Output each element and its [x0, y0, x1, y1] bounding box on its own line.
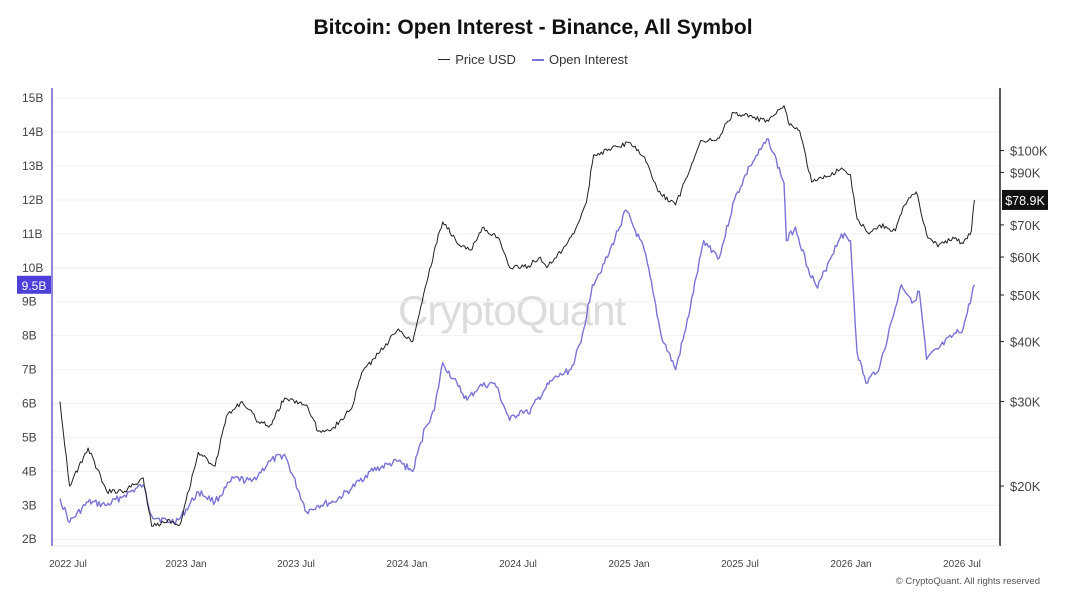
x-axis-tick-label: 2024 Jul: [499, 559, 537, 570]
copyright-notice: © CryptoQuant. All rights reserved: [895, 576, 1040, 587]
left-axis-tick-label: 6B: [22, 397, 37, 411]
left-axis-tick-label: 7B: [22, 363, 37, 377]
left-axis-tick-label: 4B: [22, 464, 37, 478]
x-axis-tick-label: 2023 Jan: [165, 559, 206, 570]
legend-label-open-interest: Open Interest: [548, 52, 628, 67]
left-axis-tick-label: 13B: [22, 159, 43, 173]
left-axis-tick-label: 8B: [22, 329, 37, 343]
x-axis-tick-label: 2026 Jul: [943, 559, 981, 570]
axis-labels: 2B 3B 4B 5B 6B 7B 8B 9B 10B 11B 12B 13B 14B 15B 2022 J…: [17, 91, 1048, 570]
current-price-label: $78.9K: [1005, 194, 1045, 208]
right-axis-tick-label: $90K: [1010, 166, 1041, 181]
x-axis-tick-label: 2022 Jul: [49, 559, 87, 570]
legend-label-price: Price USD: [455, 52, 516, 67]
right-axis-tick-label: $30K: [1010, 395, 1041, 410]
series-line-open-interest: [59, 138, 976, 525]
left-axis-tick-label: 5B: [22, 430, 37, 444]
axes: [51, 88, 1004, 547]
legend-swatch-price: [438, 59, 451, 60]
right-axis-tick-label: $60K: [1010, 250, 1041, 265]
left-axis-tick-label: 2B: [22, 532, 37, 546]
x-axis-tick-label: 2023 Jul: [277, 559, 315, 570]
left-axis-tick-label: 9B: [22, 295, 37, 309]
series-line-price: [59, 105, 975, 527]
x-axis-tick-label: 2025 Jul: [721, 559, 759, 570]
series-lines: [59, 105, 976, 527]
right-axis-tick-label: $50K: [1010, 288, 1041, 303]
right-axis-tick-label: $70K: [1010, 218, 1041, 233]
x-axis-tick-label: 2025 Jan: [608, 559, 649, 570]
left-axis-tick-label: 3B: [22, 498, 37, 512]
right-axis-tick-label: $40K: [1010, 335, 1041, 350]
grid-lines: [52, 97, 1000, 540]
right-axis-tick-label: $100K: [1010, 144, 1048, 159]
left-axis-tick-label: 15B: [22, 91, 43, 105]
watermark: CryptoQuant: [398, 287, 626, 334]
current-open-interest-label: 9.5B: [22, 279, 47, 293]
left-axis-tick-label: 12B: [22, 193, 43, 207]
legend-swatch-open-interest: [531, 58, 544, 61]
left-axis-tick-label: 11B: [22, 227, 42, 241]
chart-legend[interactable]: Price USD Open Interest: [0, 52, 1066, 67]
legend-item-open-interest[interactable]: Open Interest: [531, 52, 628, 67]
left-axis-tick-label: 14B: [22, 125, 43, 139]
left-axis-tick-label: 10B: [22, 261, 43, 275]
x-axis-tick-label: 2026 Jan: [830, 559, 871, 570]
current-open-interest-badge: [17, 275, 51, 294]
right-axis-tick-label: $20K: [1010, 479, 1041, 494]
x-axis-tick-label: 2024 Jan: [386, 559, 427, 570]
current-price-badge: [1002, 189, 1048, 210]
legend-item-price[interactable]: Price USD: [438, 52, 516, 67]
chart-title: Bitcoin: Open Interest - Binance, All Sy…: [313, 16, 753, 39]
